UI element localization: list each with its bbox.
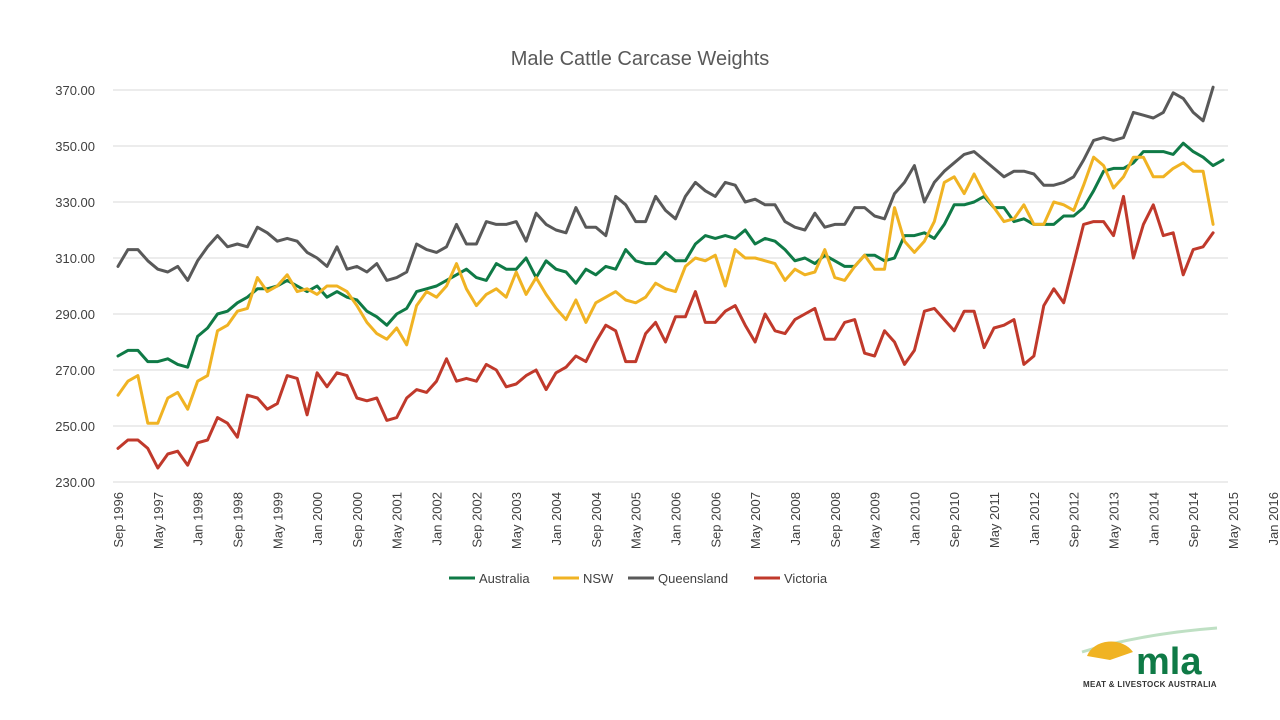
x-tick-label: May 2011	[987, 492, 1002, 548]
x-tick-label: May 2005	[629, 492, 644, 549]
legend-label-queensland: Queensland	[658, 571, 728, 586]
y-tick-label: 330.00	[55, 195, 95, 210]
legend-label-victoria: Victoria	[784, 571, 828, 586]
x-tick-label: May 2015	[1226, 492, 1241, 549]
x-tick-label: Sep 2004	[589, 492, 604, 548]
x-tick-label: Jan 2010	[907, 492, 922, 546]
x-tick-label: May 2003	[509, 492, 524, 549]
series-line-victoria	[116, 194, 1215, 470]
series-line-nsw	[116, 155, 1215, 425]
y-axis-ticks: 230.00 250.00 270.00 290.00 310.00 330.00 350.…	[55, 83, 95, 490]
y-tick-label: 290.00	[55, 307, 95, 322]
x-tick-label: Sep 2006	[708, 492, 723, 548]
series-line-queensland	[116, 85, 1215, 282]
y-tick-label: 370.00	[55, 83, 95, 98]
x-tick-label: Jan 2006	[668, 492, 683, 546]
x-tick-label: Jan 1998	[191, 492, 206, 546]
x-tick-label: May 2007	[748, 492, 763, 549]
y-tick-label: 250.00	[55, 419, 95, 434]
y-tick-label: 350.00	[55, 139, 95, 154]
x-tick-label: Sep 2008	[828, 492, 843, 548]
x-tick-label: May 2009	[868, 492, 883, 549]
y-tick-label: 230.00	[55, 475, 95, 490]
legend: Australia NSW Queensland Victoria	[449, 571, 828, 586]
x-tick-label: Jan 2016	[1266, 492, 1280, 546]
x-tick-label: Sep 2002	[469, 492, 484, 548]
x-tick-label: Jan 2000	[310, 492, 325, 546]
x-tick-label: Jan 2002	[430, 492, 445, 546]
x-tick-label: May 1997	[151, 492, 166, 549]
logo-tagline: MEAT & LIVESTOCK AUSTRALIA	[1083, 680, 1217, 689]
x-tick-label: Sep 2014	[1186, 492, 1201, 548]
x-tick-label: Jan 2004	[549, 492, 564, 546]
x-tick-label: Sep 1998	[230, 492, 245, 548]
y-tick-label: 310.00	[55, 251, 95, 266]
x-axis-ticks: Sep 1996 May 1997 Jan 1998 Sep 1998 May 1999…	[111, 492, 1280, 549]
legend-label-australia: Australia	[479, 571, 530, 586]
series-lines	[116, 85, 1225, 470]
mla-logo: mla	[1081, 626, 1218, 683]
x-tick-label: May 2013	[1107, 492, 1122, 549]
x-tick-label: May 1999	[270, 492, 285, 549]
y-tick-label: 270.00	[55, 363, 95, 378]
chart-title: Male Cattle Carcase Weights	[511, 48, 770, 70]
x-tick-label: Sep 2012	[1067, 492, 1082, 548]
legend-label-nsw: NSW	[583, 571, 614, 586]
logo-wordmark: mla	[1136, 641, 1202, 683]
x-tick-label: Jan 2008	[788, 492, 803, 546]
logo-sun-icon	[1087, 641, 1133, 660]
x-tick-label: Sep 2010	[947, 492, 962, 548]
series-line-australia	[116, 141, 1225, 369]
x-tick-label: Sep 1996	[111, 492, 126, 548]
x-tick-label: Jan 2012	[1027, 492, 1042, 546]
x-tick-label: Jan 2014	[1146, 492, 1161, 546]
x-tick-label: Sep 2000	[350, 492, 365, 548]
x-tick-label: May 2001	[390, 492, 405, 549]
